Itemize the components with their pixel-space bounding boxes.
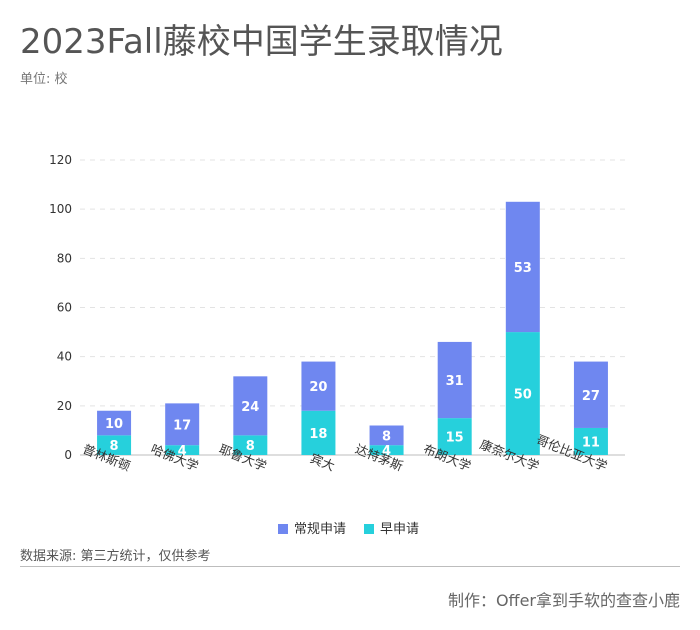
unit-label: 单位: 校: [20, 72, 68, 87]
data-label-early: 11: [582, 435, 600, 450]
data-label-regular: 24: [241, 400, 259, 415]
bar-early: [97, 435, 132, 455]
data-label-regular: 17: [173, 418, 191, 433]
chart-title: 2023Fall藤校中国学生录取情况: [20, 22, 503, 62]
bar-early: [301, 410, 336, 455]
legend-swatch: [364, 524, 374, 534]
bar-regular: [97, 410, 132, 436]
bar-regular: [437, 341, 472, 419]
bar-regular: [165, 403, 200, 446]
data-label-early: 4: [382, 444, 391, 459]
data-source: 数据来源: 第三方统计，仅供参考: [20, 549, 211, 564]
data-label-regular: 53: [514, 261, 532, 276]
bar-early: [505, 332, 540, 455]
data-label-early: 8: [110, 439, 119, 454]
y-tick-label: 0: [64, 448, 72, 462]
bar-early: [437, 418, 472, 455]
data-label-regular: 20: [309, 380, 327, 395]
data-label-early: 15: [446, 431, 464, 446]
data-label-early: 50: [514, 388, 532, 403]
data-label-early: 8: [246, 439, 255, 454]
bar-regular: [369, 425, 404, 446]
y-tick-label: 80: [57, 251, 72, 265]
data-label-early: 18: [309, 427, 327, 442]
bar-early: [233, 435, 268, 455]
bar-early: [573, 427, 608, 455]
legend-swatch: [278, 524, 288, 534]
y-tick-label: 100: [49, 202, 72, 216]
bar-regular: [505, 201, 540, 333]
bar-early: [165, 445, 200, 455]
credit-label: 制作：Offer拿到手软的查查小鹿: [447, 591, 680, 610]
bar-regular: [301, 361, 336, 411]
data-label-regular: 27: [582, 389, 600, 404]
data-label-regular: 8: [382, 429, 391, 444]
data-label-early: 4: [178, 444, 187, 459]
y-tick-label: 120: [49, 153, 72, 167]
legend-label: 早申请: [380, 522, 419, 537]
footer-divider: [20, 566, 680, 567]
bar-regular: [573, 361, 608, 428]
data-label-regular: 10: [105, 417, 123, 432]
legend-label: 常规申请: [294, 522, 346, 537]
data-label-regular: 31: [446, 374, 464, 389]
y-tick-label: 40: [57, 350, 72, 364]
y-tick-label: 20: [57, 399, 72, 413]
bar-regular: [233, 376, 268, 436]
bar-early: [369, 445, 404, 455]
y-tick-label: 60: [57, 301, 72, 315]
